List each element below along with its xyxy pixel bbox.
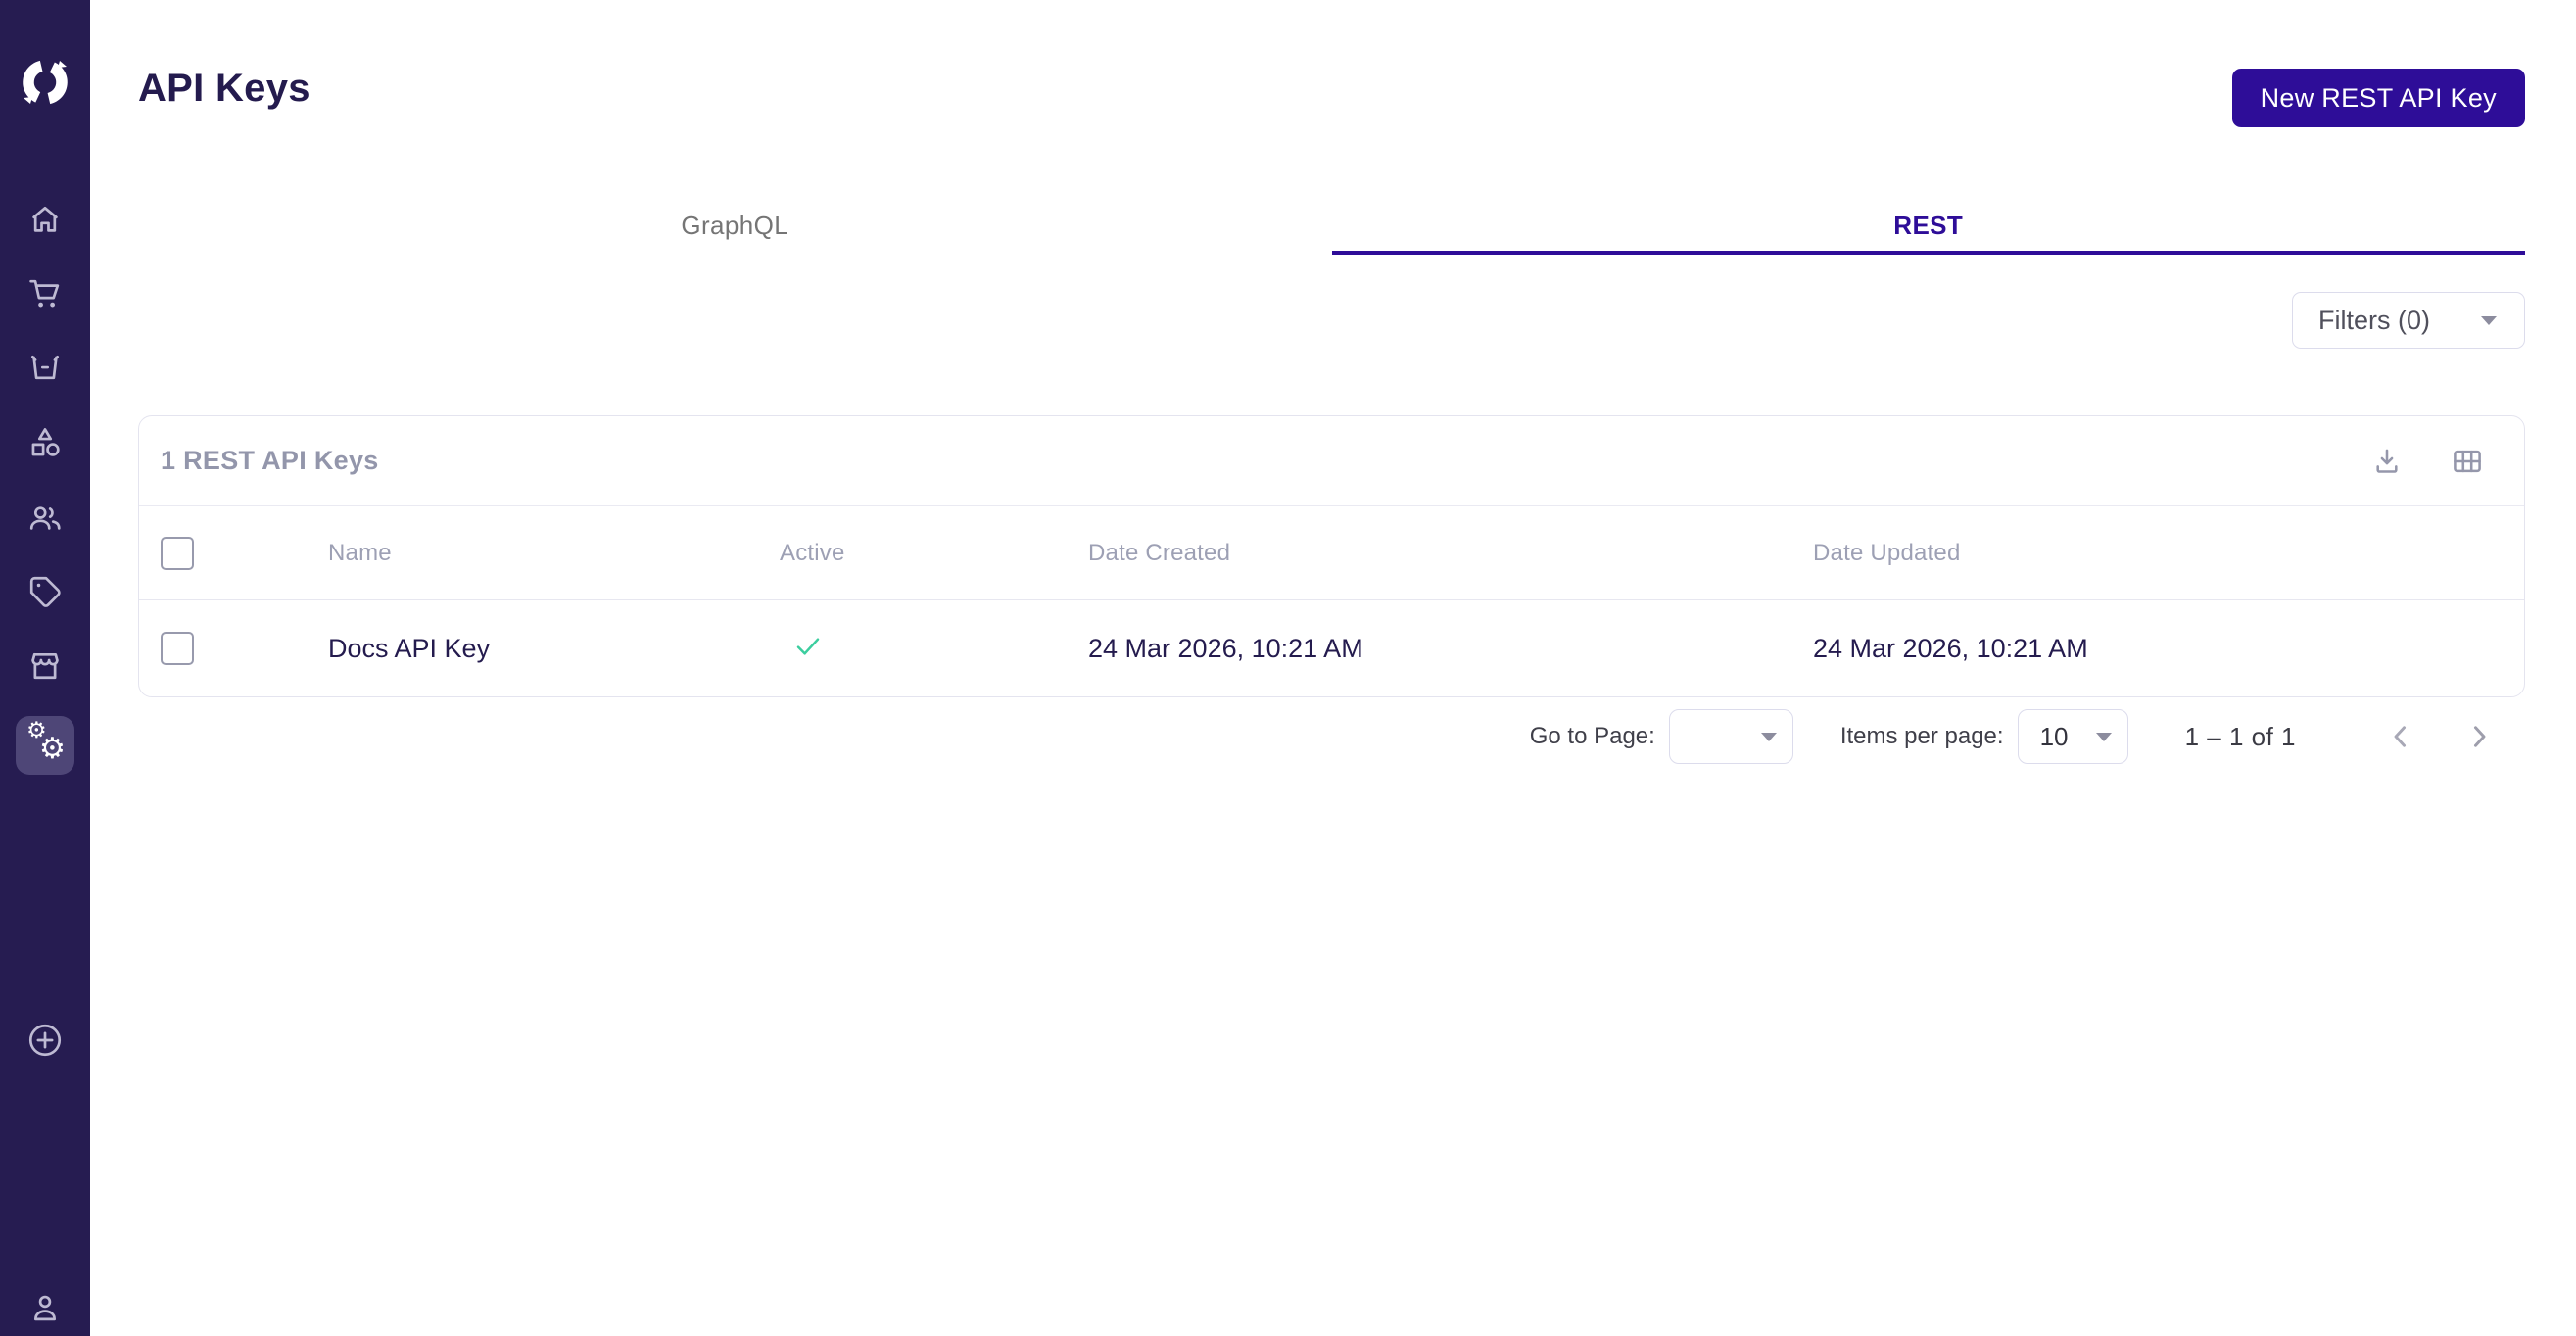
sidebar-item-storefront[interactable] <box>26 647 64 685</box>
go-to-page-select[interactable] <box>1668 709 1793 764</box>
storefront-icon <box>31 652 59 680</box>
api-key-name[interactable]: Docs API Key <box>328 633 491 663</box>
page-title: API Keys <box>138 67 310 110</box>
add-circle-icon <box>28 1024 62 1057</box>
api-type-tabs: GraphQL REST <box>138 196 2525 255</box>
row-checkbox[interactable] <box>161 632 194 665</box>
column-header-name[interactable]: Name <box>328 539 392 566</box>
date-created-value: 24 Mar 2026, 10:21 AM <box>1088 633 1363 663</box>
shapes-category-icon <box>31 428 60 456</box>
sidebar: ⚙ ⚙ <box>0 0 90 1336</box>
gear-small-icon: ⚙ <box>26 718 47 743</box>
tab-rest[interactable]: REST <box>1331 196 2526 255</box>
active-check-icon <box>780 631 1088 667</box>
pagination-bar: Go to Page: Items per page: 10 1 – 1 of … <box>1530 697 2525 776</box>
chevron-right-icon <box>2473 726 2486 747</box>
column-header-date-updated[interactable]: Date Updated <box>1813 539 1961 566</box>
tag-icon <box>29 576 61 607</box>
go-to-page-label: Go to Page: <box>1529 723 1655 749</box>
column-header-active[interactable]: Active <box>780 539 845 566</box>
sidebar-item-customers[interactable] <box>26 499 64 536</box>
app-logo-swirl-icon[interactable] <box>17 54 73 111</box>
chevron-down-icon <box>1760 732 1777 741</box>
gear-large-icon: ⚙ <box>39 732 66 766</box>
items-per-page-select[interactable]: 10 <box>2017 709 2128 764</box>
shopping-cart-icon <box>29 279 60 308</box>
date-updated-value: 24 Mar 2026, 10:21 AM <box>1813 633 2088 663</box>
sidebar-item-account[interactable] <box>26 1289 64 1326</box>
sidebar-item-tags[interactable] <box>26 573 64 610</box>
api-keys-card: 1 REST API Keys Name Active Date Created… <box>138 415 2525 697</box>
card-title: 1 REST API Keys <box>161 446 379 475</box>
items-per-page-value: 10 <box>2039 721 2069 751</box>
previous-page-button[interactable] <box>2382 718 2419 755</box>
sidebar-item-home[interactable] <box>26 201 64 238</box>
filters-label: Filters (0) <box>2318 305 2430 335</box>
column-header-date-created[interactable]: Date Created <box>1088 539 1231 566</box>
filters-dropdown[interactable]: Filters (0) <box>2292 292 2525 349</box>
card-header: 1 REST API Keys <box>139 416 2524 506</box>
table-row[interactable]: Docs API Key 24 Mar 2026, 10:21 AM 24 Ma… <box>139 600 2524 696</box>
new-rest-api-key-button[interactable]: New REST API Key <box>2231 69 2525 127</box>
sidebar-item-add[interactable] <box>26 1022 64 1059</box>
tab-graphql[interactable]: GraphQL <box>681 210 789 240</box>
chevron-down-icon <box>2481 315 2497 325</box>
chevron-left-icon <box>2394 726 2407 747</box>
columns-grid-icon[interactable] <box>2450 444 2485 479</box>
sidebar-item-category[interactable] <box>26 424 64 461</box>
pagination-range: 1 – 1 of 1 <box>2184 721 2296 751</box>
people-icon <box>29 506 61 530</box>
sidebar-item-inventory[interactable] <box>26 350 64 387</box>
sidebar-item-settings[interactable]: ⚙ ⚙ <box>16 716 74 775</box>
chevron-down-icon <box>2095 732 2112 741</box>
open-box-icon <box>30 355 60 380</box>
download-icon[interactable] <box>2369 444 2405 479</box>
home-icon <box>32 206 58 232</box>
person-icon <box>33 1295 57 1321</box>
items-per-page-label: Items per page: <box>1839 723 2004 749</box>
sidebar-item-orders[interactable] <box>26 275 64 312</box>
next-page-button[interactable] <box>2460 718 2498 755</box>
select-all-checkbox[interactable] <box>161 536 194 570</box>
table-header-row: Name Active Date Created Date Updated <box>139 506 2524 600</box>
